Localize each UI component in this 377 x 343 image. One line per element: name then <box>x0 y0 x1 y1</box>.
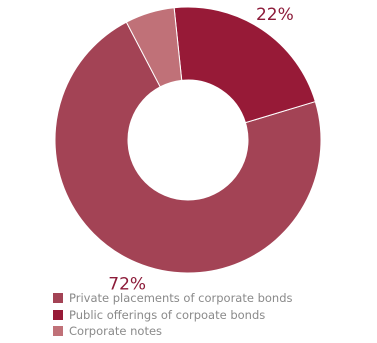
donut-slice-1 <box>54 21 322 274</box>
legend-item-3: Corporate notes <box>53 323 293 340</box>
legend-label: Private placements of corporate bonds <box>69 291 293 306</box>
legend-swatch <box>53 309 63 320</box>
legend-item-2: Public offerings of corpoate bonds <box>53 307 293 324</box>
legend-label: Public offerings of corpoate bonds <box>69 307 266 322</box>
legend-label: Corporate notes <box>69 324 163 339</box>
value-label-1: 72% <box>108 275 146 295</box>
donut-slice-2 <box>173 6 316 124</box>
donut-slices <box>54 6 322 274</box>
donut-slice-3 <box>125 7 183 88</box>
legend-item-1: Private placements of corporate bonds <box>53 290 293 307</box>
legend-swatch <box>53 293 63 304</box>
value-labels: 72%22%6% <box>108 5 294 295</box>
legend-swatch <box>53 326 63 337</box>
legend: Private placements of corporate bonds Pub… <box>53 290 293 340</box>
value-label-2: 22% <box>256 5 294 25</box>
